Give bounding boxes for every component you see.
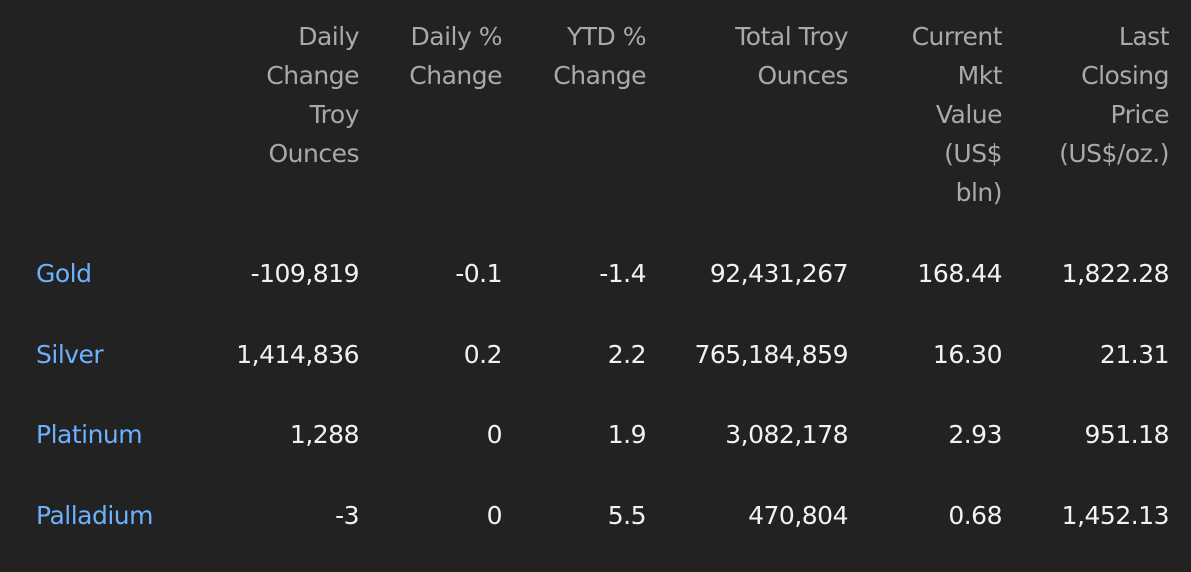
cell-value: 3,082,178 <box>725 419 848 449</box>
cell-value: 0 <box>486 419 503 449</box>
cell-value: 0.68 <box>948 500 1002 530</box>
cell-value: 16.30 <box>932 339 1003 369</box>
cell-value: 1,822.28 <box>1061 258 1170 288</box>
column-header: Daily <box>298 22 359 51</box>
cell-value: -1.4 <box>599 258 646 288</box>
column-header: Ounces <box>268 139 359 168</box>
column-header: YTD % <box>567 22 647 51</box>
column-header: Mkt <box>957 61 1003 90</box>
cell-value: 5.5 <box>607 500 647 530</box>
cell-value: 765,184,859 <box>694 339 848 369</box>
column-header: Total Troy <box>735 22 848 51</box>
metal-name[interactable]: Platinum <box>36 419 143 449</box>
column-header: (US$ <box>944 139 1002 168</box>
cell-value: 1,414,836 <box>236 339 359 369</box>
cell-value: 2.93 <box>948 419 1002 449</box>
cell-value: 470,804 <box>748 500 848 530</box>
column-header: Ounces <box>757 61 848 90</box>
column-header: Daily % <box>410 22 503 51</box>
column-header: Current <box>911 22 1003 51</box>
column-header: Last <box>1118 22 1170 51</box>
cell-value: 0 <box>486 500 503 530</box>
metal-name[interactable]: Palladium <box>36 500 154 530</box>
column-header: Troy <box>309 100 360 129</box>
cell-value: 951.18 <box>1084 419 1170 449</box>
cell-value: -0.1 <box>455 258 502 288</box>
cell-value: -109,819 <box>250 258 360 288</box>
cell-value: -3 <box>335 500 359 530</box>
metal-name[interactable]: Gold <box>36 258 92 288</box>
column-header: Value <box>935 100 1003 129</box>
column-header: bln) <box>955 178 1003 207</box>
cell-value: 92,431,267 <box>709 258 849 288</box>
column-header: Price <box>1110 100 1170 129</box>
column-header: Change <box>553 61 646 90</box>
cell-value: 2.2 <box>607 339 647 369</box>
cell-value: 1,452.13 <box>1061 500 1170 530</box>
column-header: (US$/oz.) <box>1059 139 1169 168</box>
column-header: Closing <box>1081 61 1169 90</box>
cell-value: 21.31 <box>1099 339 1170 369</box>
column-header: Change <box>266 61 359 90</box>
metal-name[interactable]: Silver <box>36 339 104 369</box>
column-header: Change <box>409 61 502 90</box>
cell-value: 168.44 <box>917 258 1003 288</box>
cell-value: 1,288 <box>289 419 360 449</box>
cell-value: 0.2 <box>463 339 503 369</box>
cell-value: 1.9 <box>607 419 647 449</box>
